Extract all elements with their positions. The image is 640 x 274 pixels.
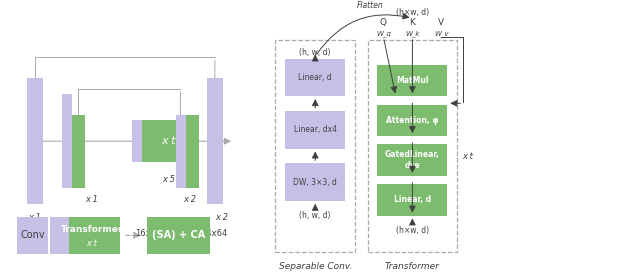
Text: Transformer: Transformer <box>61 226 123 235</box>
Bar <box>285 111 346 149</box>
Bar <box>378 144 447 176</box>
Text: x 2: x 2 <box>183 195 196 204</box>
Text: Linear, d: Linear, d <box>298 73 332 82</box>
Text: x 2: x 2 <box>215 213 228 222</box>
Bar <box>27 78 44 204</box>
Bar <box>285 163 346 201</box>
Text: x 1: x 1 <box>85 195 98 204</box>
Bar <box>285 59 346 96</box>
Bar <box>378 105 447 136</box>
Text: 32x32: 32x32 <box>170 229 196 238</box>
Bar <box>72 115 85 188</box>
Text: 64x64: 64x64 <box>22 229 48 238</box>
Text: x t: x t <box>86 239 97 248</box>
Bar <box>69 217 120 254</box>
Text: Attention, φ: Attention, φ <box>386 116 438 125</box>
Text: W_q: W_q <box>376 30 391 36</box>
Text: x t: x t <box>462 152 473 161</box>
Bar <box>50 217 69 254</box>
Text: Linear, dx4: Linear, dx4 <box>294 125 337 134</box>
Text: Separable Conv.: Separable Conv. <box>278 262 352 271</box>
Text: (SA) + CA: (SA) + CA <box>152 230 205 240</box>
Text: Flatten: Flatten <box>357 1 383 10</box>
Text: (h, w, d): (h, w, d) <box>300 211 331 220</box>
Text: V: V <box>438 18 444 27</box>
Bar <box>378 65 447 96</box>
Text: K: K <box>410 18 415 27</box>
Text: Linear, d: Linear, d <box>394 195 431 204</box>
Text: (h×w, d): (h×w, d) <box>396 8 429 17</box>
Text: Conv: Conv <box>20 230 45 240</box>
Bar <box>62 94 72 188</box>
Bar <box>142 120 195 162</box>
Text: DW, 3×3, d: DW, 3×3, d <box>293 178 337 187</box>
Text: W_v: W_v <box>434 30 449 36</box>
Text: W_k: W_k <box>405 30 420 36</box>
Text: x t: x t <box>161 136 175 146</box>
Text: Transformer: Transformer <box>385 262 440 271</box>
Text: MatMul: MatMul <box>396 76 429 85</box>
Text: (h, w, d): (h, w, d) <box>300 48 331 57</box>
Text: 64x64: 64x64 <box>202 229 228 238</box>
Text: 32x32: 32x32 <box>58 229 84 238</box>
Bar <box>186 115 199 188</box>
Text: x 1: x 1 <box>29 213 42 222</box>
Text: x 5: x 5 <box>162 175 175 184</box>
Bar <box>147 217 211 254</box>
Bar <box>176 115 186 188</box>
Bar <box>378 184 447 216</box>
Text: 16x16: 16x16 <box>135 229 161 238</box>
Text: GatedLinear,
dxe: GatedLinear, dxe <box>385 150 440 170</box>
Bar <box>132 120 142 162</box>
Bar <box>207 78 223 204</box>
Text: Q: Q <box>380 18 387 27</box>
Bar <box>17 217 48 254</box>
Text: (h×w, d): (h×w, d) <box>396 226 429 235</box>
